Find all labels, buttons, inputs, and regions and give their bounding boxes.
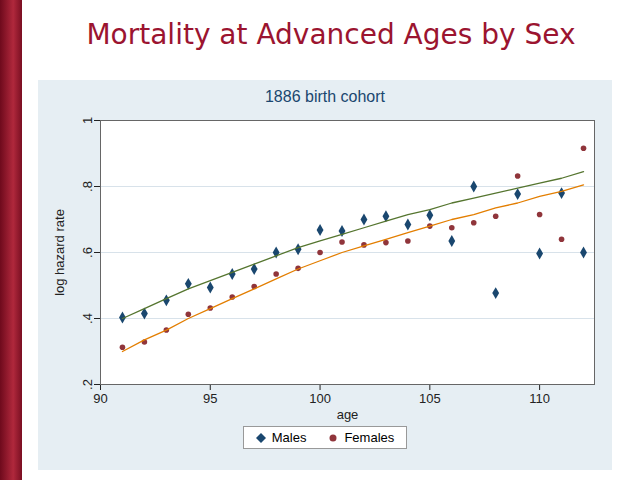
html-text:1886 birth cohort: 1886 birth cohort — [265, 88, 385, 105]
svg-text:110: 110 — [529, 391, 550, 406]
svg-text:.2: .2 — [80, 379, 95, 390]
html-text:Males: Males — [271, 430, 307, 445]
svg-text:.4: .4 — [80, 313, 95, 324]
svg-text:age: age — [337, 407, 359, 422]
svg-text:.8: .8 — [80, 181, 95, 192]
html-text:Females: Females — [344, 430, 395, 445]
svg-text:100: 100 — [309, 391, 331, 406]
svg-text:90: 90 — [93, 391, 107, 406]
svg-text:.6: .6 — [80, 247, 95, 258]
svg-text:log hazard rate: log hazard rate — [52, 209, 67, 296]
svg-text:1: 1 — [80, 117, 95, 124]
svg-text:105: 105 — [419, 391, 441, 406]
html-text:Mortality at Advanced Ages by: Mortality at Advanced Ages by Sex — [86, 18, 576, 51]
svg-text:95: 95 — [203, 391, 217, 406]
